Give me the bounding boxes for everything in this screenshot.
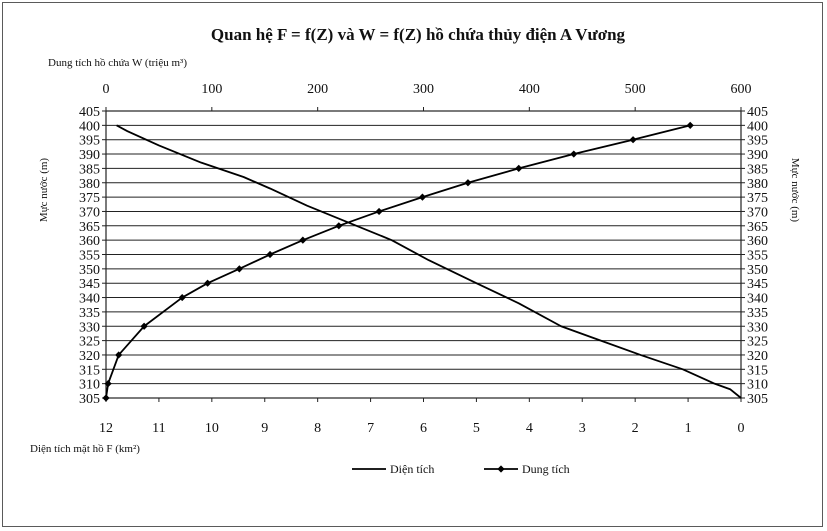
data-point-volume — [266, 250, 274, 259]
right-axis-label: Mực nước (m) — [789, 158, 801, 223]
series — [102, 121, 742, 402]
y-tick-label-left: 310 — [79, 378, 100, 393]
top-tick-label: 200 — [307, 82, 328, 97]
y-tick-label-left: 390 — [79, 148, 100, 163]
y-tick-label-right: 350 — [747, 263, 768, 278]
y-tick-label-right: 375 — [747, 191, 768, 206]
data-point-volume — [115, 351, 123, 359]
bottom-tick-label: 6 — [420, 421, 427, 436]
data-point-volume — [102, 394, 110, 402]
y-tick-label-right: 340 — [747, 292, 768, 307]
y-tick-label-right: 400 — [747, 119, 768, 134]
top-tick-label: 600 — [731, 82, 752, 97]
data-point-volume — [629, 136, 637, 144]
legend-marker-volume — [497, 465, 505, 473]
y-tick-label-right: 330 — [747, 320, 768, 335]
y-tick-label-right: 360 — [747, 234, 768, 249]
y-tick-label-right: 315 — [747, 363, 768, 378]
legend: Diện tích Dung tích — [352, 462, 570, 476]
legend-label-area: Diện tích — [390, 462, 434, 476]
y-tick-label-right: 385 — [747, 162, 768, 177]
y-tick-label-left: 360 — [79, 234, 100, 249]
top-tick-label: 300 — [413, 82, 434, 97]
data-point-volume — [686, 121, 694, 129]
y-tick-label-right: 320 — [747, 349, 768, 364]
bottom-tick-label: 8 — [314, 421, 321, 436]
data-point-volume — [140, 322, 148, 330]
y-tick-label-right: 355 — [747, 249, 768, 264]
y-tick-label-left: 330 — [79, 320, 100, 335]
top-tick-label: 500 — [625, 82, 646, 97]
y-tick-label-left: 350 — [79, 263, 100, 278]
data-point-volume — [515, 164, 523, 172]
bottom-tick-label: 12 — [99, 421, 113, 436]
data-point-volume — [104, 380, 112, 388]
y-tick-label-right: 325 — [747, 335, 768, 350]
y-tick-label-left: 335 — [79, 306, 100, 321]
left-axis-label: Mực nước (m) — [38, 158, 50, 223]
series-line-volume — [105, 124, 691, 399]
data-point-volume — [235, 265, 243, 273]
y-tick-label-right: 390 — [747, 148, 768, 163]
data-point-volume — [464, 179, 472, 187]
bottom-tick-label: 11 — [152, 421, 165, 436]
grid — [106, 110, 741, 399]
y-tick-label-left: 370 — [79, 205, 100, 220]
y-tick-label-right: 345 — [747, 277, 768, 292]
bottom-tick-label: 5 — [473, 421, 480, 436]
top-tick-label: 400 — [519, 82, 540, 97]
y-tick-label-right: 310 — [747, 378, 768, 393]
bottom-tick-label: 0 — [738, 421, 745, 436]
y-tick-label-left: 400 — [79, 119, 100, 134]
y-tick-label-right: 335 — [747, 306, 768, 321]
chart-title: Quan hệ F = f(Z) và W = f(Z) hồ chứa thủ… — [211, 25, 626, 44]
data-point-volume — [570, 150, 578, 158]
bottom-axis-label: Diện tích mặt hồ F (km²) — [30, 443, 140, 455]
data-point-volume — [375, 207, 383, 216]
data-point-volume — [178, 293, 186, 302]
y-tick-label-left: 380 — [79, 177, 100, 192]
y-tick-label-right: 370 — [747, 205, 768, 220]
y-tick-label-left: 395 — [79, 134, 100, 149]
data-point-volume — [335, 222, 343, 230]
data-point-volume — [418, 193, 427, 201]
bottom-tick-label: 9 — [261, 421, 268, 436]
legend-label-volume: Dung tích — [522, 462, 570, 476]
y-tick-label-left: 305 — [79, 392, 100, 407]
data-point-volume — [204, 279, 212, 287]
top-tick-label: 100 — [201, 82, 222, 97]
bottom-tick-label: 4 — [526, 421, 533, 436]
bottom-tick-label: 7 — [367, 421, 374, 436]
y-tick-label-right: 365 — [747, 220, 768, 235]
bottom-tick-label: 3 — [579, 421, 586, 436]
bottom-tick-label: 10 — [205, 421, 219, 436]
bottom-tick-label: 1 — [685, 421, 692, 436]
bottom-tick-label: 2 — [632, 421, 639, 436]
y-tick-label-left: 340 — [79, 292, 100, 307]
top-tick-label: 0 — [103, 82, 110, 97]
y-tick-label-right: 305 — [747, 392, 768, 407]
y-tick-label-left: 385 — [79, 162, 100, 177]
y-tick-label-left: 320 — [79, 349, 100, 364]
y-tick-label-left: 405 — [79, 105, 100, 120]
y-tick-label-left: 375 — [79, 191, 100, 206]
y-tick-label-left: 365 — [79, 220, 100, 235]
y-tick-label-right: 380 — [747, 177, 768, 192]
data-point-volume — [299, 236, 307, 244]
top-axis-label: Dung tích hồ chứa W (triệu m³) — [48, 57, 187, 69]
y-tick-label-left: 355 — [79, 249, 100, 264]
y-tick-label-right: 405 — [747, 105, 768, 120]
y-tick-label-left: 325 — [79, 335, 100, 350]
series-line-area — [116, 124, 742, 399]
y-tick-label-left: 315 — [79, 363, 100, 378]
y-tick-label-right: 395 — [747, 134, 768, 149]
y-tick-label-left: 345 — [79, 277, 100, 292]
